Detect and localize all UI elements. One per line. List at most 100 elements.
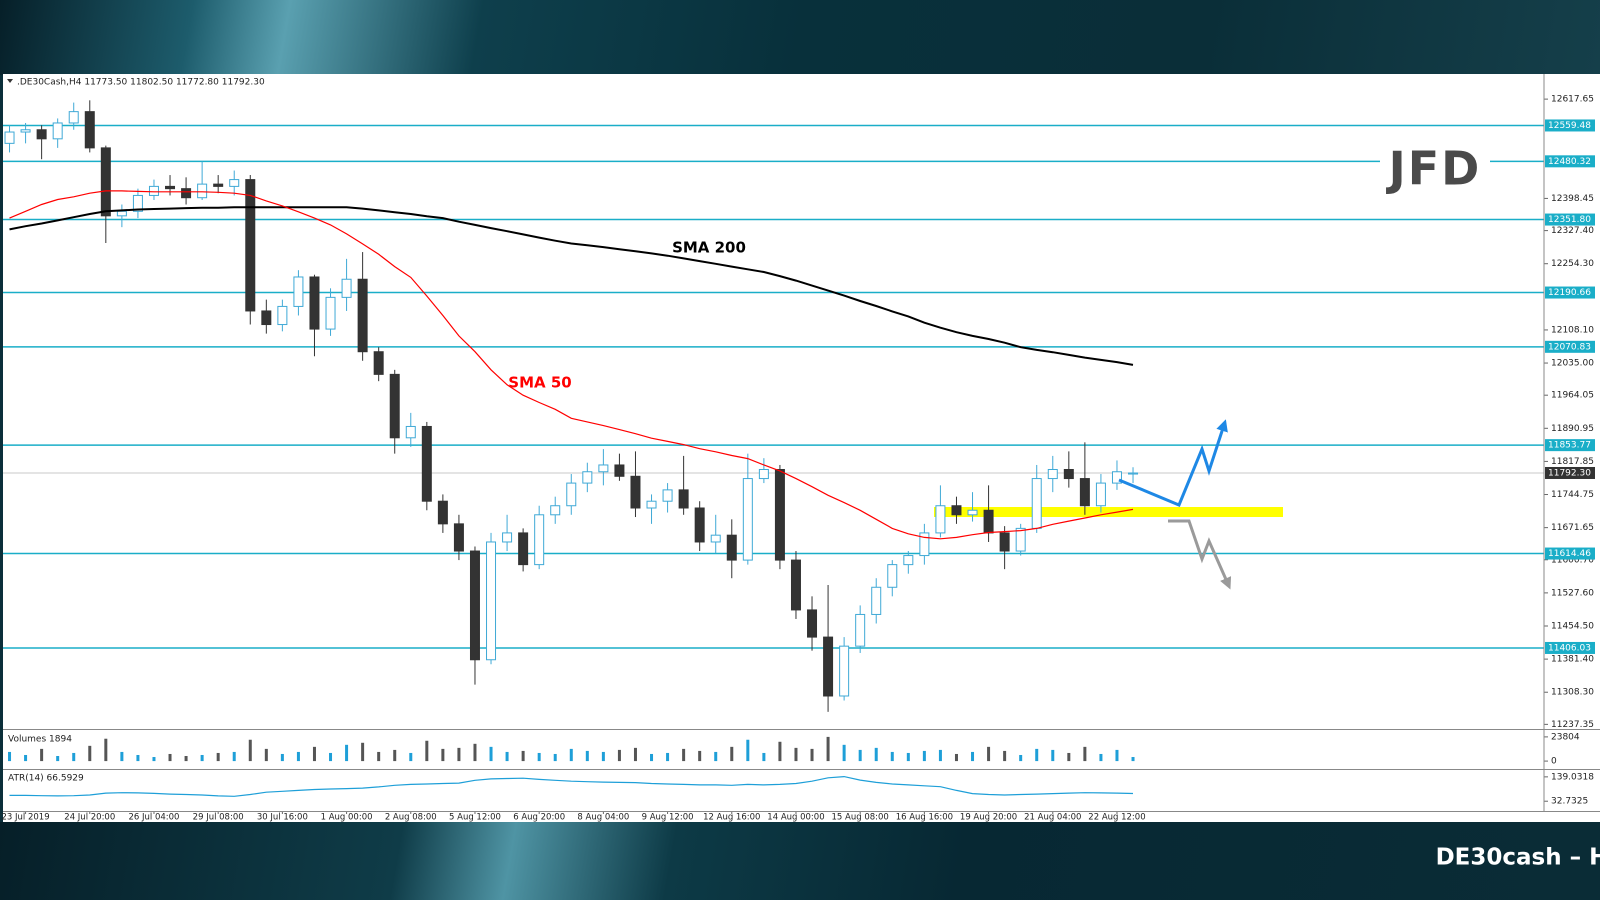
volume-bar <box>136 754 140 762</box>
symbol-info: .DE30Cash,H4 11773.50 11802.50 11772.80 … <box>17 78 265 88</box>
volume-bar <box>617 749 621 762</box>
candle-body <box>229 179 240 187</box>
candle-body <box>839 645 850 697</box>
volume-bar <box>457 747 461 762</box>
candle-body <box>1128 472 1139 475</box>
symbol-marker <box>7 79 13 83</box>
chart-window <box>3 74 1600 822</box>
volume-bar <box>858 749 862 762</box>
candle-body <box>84 111 95 149</box>
candle-body <box>4 131 15 144</box>
volume-bar <box>88 745 92 762</box>
logo-background <box>1380 146 1490 194</box>
candle-body <box>951 505 962 516</box>
atr-line <box>9 775 1134 797</box>
candle-body <box>887 564 898 588</box>
volume-bar <box>1083 746 1087 762</box>
candle-body <box>903 555 914 566</box>
volume-bar <box>842 744 846 762</box>
volume-bar <box>682 748 686 762</box>
volume-bar <box>200 754 204 762</box>
y-tick-label: 11308.30 <box>1551 688 1594 698</box>
volume-bar <box>890 751 894 762</box>
y-tick-label: 0 <box>1551 757 1557 767</box>
volume-bar <box>553 753 557 762</box>
x-tick-label: 14 Aug 00:00 <box>767 813 824 823</box>
background-top <box>0 0 1600 75</box>
volume-bar <box>987 746 991 762</box>
candle-body <box>726 534 737 561</box>
candle-body <box>630 475 641 509</box>
volume-bar <box>666 752 670 762</box>
volume-bar <box>1115 749 1119 762</box>
volume-bar <box>1099 753 1103 762</box>
candle-body <box>325 296 336 330</box>
candle-body <box>999 532 1010 552</box>
x-tick-label: 22 Aug 12:00 <box>1088 813 1145 823</box>
candle-body <box>1095 482 1106 507</box>
logo: JFD <box>1386 142 1482 196</box>
level-label-box <box>1545 340 1595 353</box>
level-label-box <box>1545 155 1595 168</box>
candle-body <box>68 111 79 124</box>
volume-bar <box>184 756 188 762</box>
volume-bar <box>40 748 44 762</box>
level-label: 12190.66 <box>1548 288 1591 298</box>
volume-bar <box>425 740 429 762</box>
x-tick-label: 9 Aug 12:00 <box>642 813 694 823</box>
candle-body <box>582 471 593 484</box>
y-tick-label: 11527.60 <box>1551 588 1594 598</box>
y-tick-label: 12035.00 <box>1551 359 1594 369</box>
candle-body <box>213 183 224 187</box>
candle-body <box>36 129 47 140</box>
level-label-box <box>1545 439 1595 452</box>
x-tick-label: 16 Aug 16:00 <box>896 813 953 823</box>
sma-50-annotation: SMA 50 <box>508 374 571 392</box>
level-label: 12070.83 <box>1548 342 1591 352</box>
volume-bar <box>505 751 509 762</box>
candle-body <box>774 468 785 561</box>
candle-body <box>1111 471 1122 484</box>
volume-bar <box>778 741 782 762</box>
candle-body <box>165 185 176 190</box>
level-label-box <box>1545 213 1595 226</box>
x-tick-label: 26 Jul 04:00 <box>128 813 179 823</box>
volume-bar <box>714 751 718 762</box>
candle-body <box>742 478 753 561</box>
sma-200-annotation: SMA 200 <box>672 239 746 257</box>
y-tick-label: 11890.95 <box>1551 424 1594 434</box>
x-tick-label: 5 Aug 12:00 <box>449 813 501 823</box>
volume-bar <box>906 752 910 762</box>
volume-bar <box>393 749 397 762</box>
volume-bar <box>971 751 975 762</box>
volume-bar <box>762 752 766 762</box>
volume-bar <box>954 753 958 762</box>
candle-body <box>566 482 577 507</box>
moving-average-line <box>9 190 1134 540</box>
candle-body <box>293 276 304 307</box>
level-label: 11853.77 <box>1548 441 1591 451</box>
volume-bar <box>56 756 60 762</box>
y-tick-label: 12327.40 <box>1551 226 1594 236</box>
candle-body <box>758 468 769 480</box>
volume-bar <box>409 752 413 762</box>
level-label-box <box>1545 641 1595 654</box>
candle-body <box>694 507 705 543</box>
level-label: 11406.03 <box>1548 643 1591 653</box>
candle-body <box>405 425 416 439</box>
volume-bar <box>329 752 333 762</box>
y-tick-label: 12254.30 <box>1551 259 1594 269</box>
level-label: 12559.48 <box>1548 121 1591 131</box>
candle-body <box>341 278 352 298</box>
candle-body <box>132 194 143 212</box>
x-tick-label: 12 Aug 16:00 <box>703 813 760 823</box>
volume-bar <box>8 751 12 762</box>
candle-body <box>486 541 497 661</box>
candle-body <box>967 509 978 516</box>
moving-average-line <box>9 206 1134 366</box>
volume-bar <box>24 754 28 762</box>
x-tick-label: 24 Jul 20:00 <box>64 813 115 823</box>
candle-body <box>855 613 866 647</box>
volume-bar <box>1019 754 1023 762</box>
